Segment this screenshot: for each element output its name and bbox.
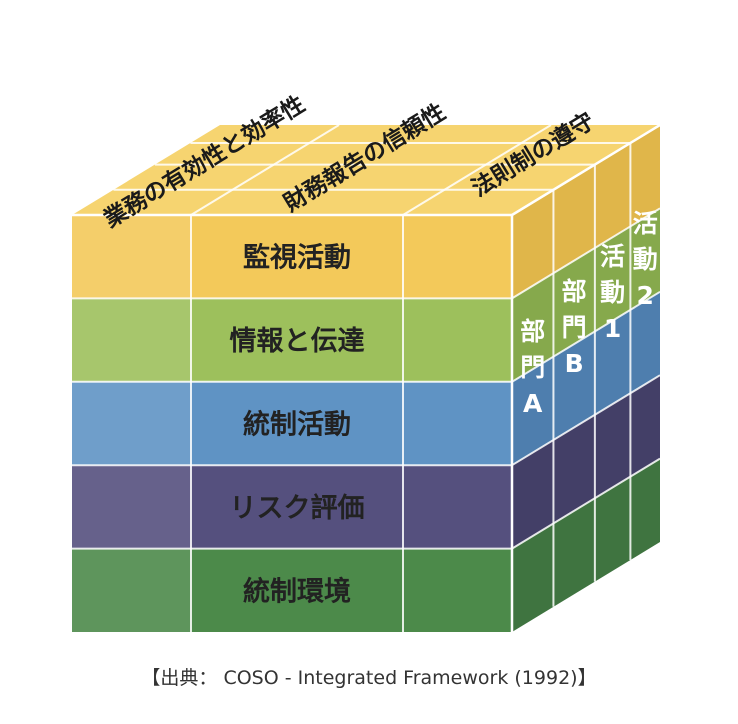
side-layer xyxy=(512,291,660,466)
component-label: 監視活動 xyxy=(243,243,351,274)
side-face xyxy=(512,125,660,632)
grid-line xyxy=(190,124,340,216)
front-layer-highlight xyxy=(72,548,191,632)
front-layer-highlight xyxy=(72,381,191,466)
organization-unit-label: 部門 A xyxy=(520,317,545,418)
component-label: リスク評価 xyxy=(230,492,365,524)
component-label: 情報と伝達 xyxy=(230,326,365,357)
grid-lines xyxy=(72,123,661,632)
grid-line xyxy=(511,457,661,550)
grid-line xyxy=(511,290,661,383)
front-layer xyxy=(72,465,512,549)
organization-unit-label: 活動 2 xyxy=(633,209,658,310)
side-layer xyxy=(512,208,660,382)
front-layer xyxy=(72,215,512,299)
grid-line xyxy=(511,207,661,300)
front-layer-highlight xyxy=(72,298,191,382)
grid-line xyxy=(511,374,661,467)
side-layer xyxy=(512,458,660,632)
component-label: 統制環境 xyxy=(243,575,351,607)
front-layer-highlight xyxy=(72,215,191,299)
side-layer xyxy=(512,375,660,549)
front-face xyxy=(72,215,512,632)
organization-unit-label: 活動 1 xyxy=(600,242,625,343)
front-layer-highlight xyxy=(72,465,191,549)
grid-line xyxy=(402,124,552,216)
component-label: 統制活動 xyxy=(243,409,351,441)
front-layer xyxy=(72,548,512,632)
organization-unit-label: 部門 B xyxy=(562,277,587,378)
front-layer xyxy=(72,381,512,466)
source-caption: 【出典： COSO - Integrated Framework (1992)】 xyxy=(141,667,596,689)
cube-edge xyxy=(511,123,661,217)
front-layer xyxy=(72,298,512,382)
side-layer xyxy=(512,125,660,299)
